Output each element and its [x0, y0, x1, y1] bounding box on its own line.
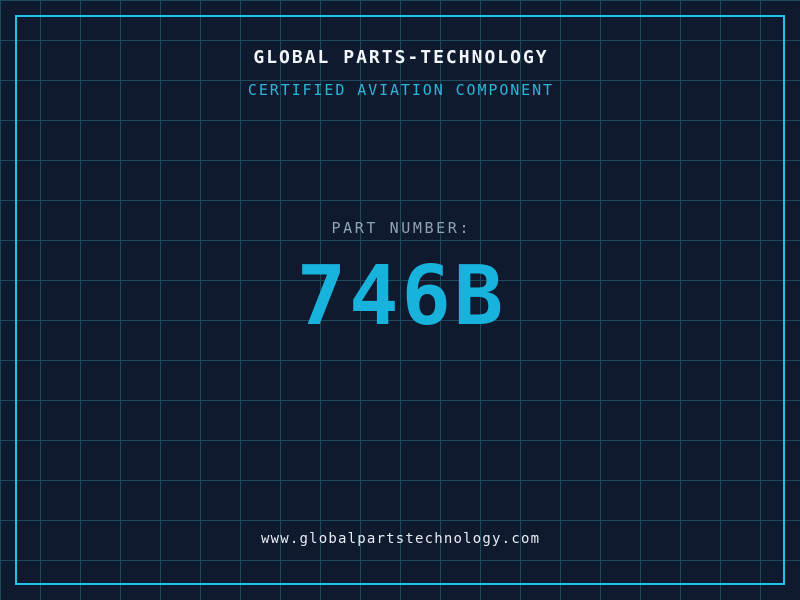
website-url: www.globalpartstechnology.com	[260, 531, 541, 547]
company-name: GLOBAL PARTS-TECHNOLOGY	[253, 47, 549, 68]
certification-line: CERTIFIED AVIATION COMPONENT	[247, 81, 554, 99]
part-number-value: 746B	[296, 249, 507, 344]
part-number-label: PART NUMBER:	[331, 219, 472, 237]
